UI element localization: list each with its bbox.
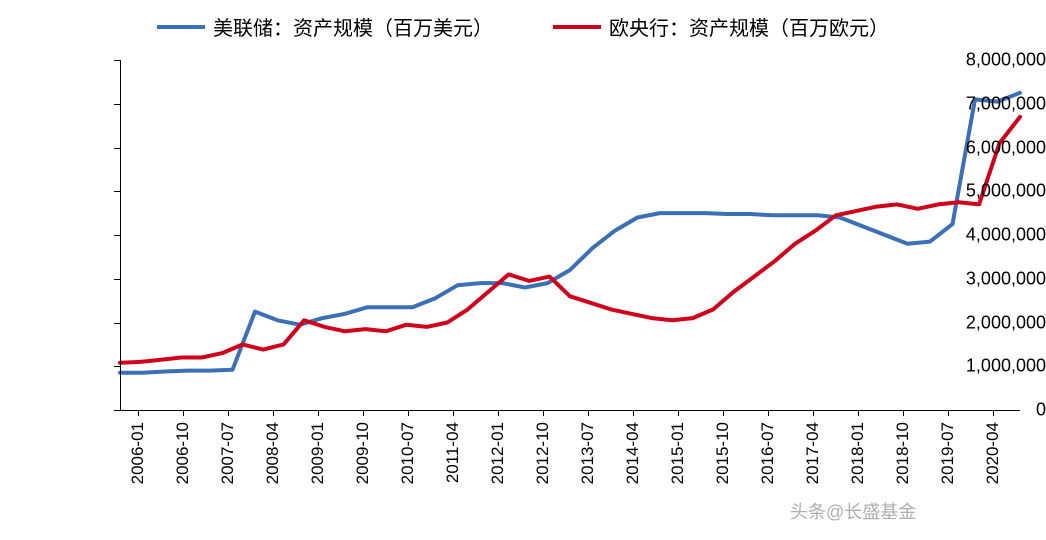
x-tick-label: 2013-07 xyxy=(578,422,598,484)
y-tick-label: 4,000,000 xyxy=(938,225,1046,246)
watermark-text: 头条@长盛基金 xyxy=(790,498,916,524)
x-axis-line xyxy=(120,410,1020,411)
plot-area xyxy=(120,60,1020,410)
x-tick-label: 2006-10 xyxy=(173,422,193,484)
x-tick-label: 2019-07 xyxy=(938,422,958,484)
x-tick-label: 2012-01 xyxy=(488,422,508,484)
legend-swatch-ecb xyxy=(553,25,601,29)
legend-label-ecb: 欧央行：资产规模（百万欧元） xyxy=(609,12,889,41)
x-tick-label: 2014-04 xyxy=(623,422,643,484)
x-tick-label: 2015-01 xyxy=(668,422,688,484)
y-tick-label: 3,000,000 xyxy=(938,268,1046,289)
series-ecb xyxy=(120,117,1020,363)
x-tick-label: 2017-04 xyxy=(803,422,823,484)
x-tick-label: 2016-07 xyxy=(758,422,778,484)
central-bank-assets-chart: 美联储：资产规模（百万美元） 欧央行：资产规模（百万欧元） 01,000,000… xyxy=(0,0,1046,540)
x-tick-label: 2012-10 xyxy=(533,422,553,484)
y-tick-label: 8,000,000 xyxy=(938,50,1046,71)
x-tick-label: 2009-01 xyxy=(308,422,328,484)
x-tick-label: 2015-10 xyxy=(713,422,733,484)
y-tick-label: 2,000,000 xyxy=(938,312,1046,333)
x-tick-label: 2018-10 xyxy=(893,422,913,484)
legend-item-ecb: 欧央行：资产规模（百万欧元） xyxy=(553,12,889,41)
y-tick-label: 1,000,000 xyxy=(938,356,1046,377)
y-axis-line xyxy=(120,60,121,410)
series-fed xyxy=(120,93,1020,373)
y-tick-label: 5,000,000 xyxy=(938,181,1046,202)
y-tick-label: 7,000,000 xyxy=(938,93,1046,114)
x-tick-label: 2020-04 xyxy=(983,422,1003,484)
line-series-svg xyxy=(120,60,1020,410)
legend-swatch-fed xyxy=(157,25,205,29)
x-tick-label: 2011-04 xyxy=(443,422,463,483)
legend-item-fed: 美联储：资产规模（百万美元） xyxy=(157,12,493,41)
x-tick-label: 2018-01 xyxy=(848,422,868,484)
legend-label-fed: 美联储：资产规模（百万美元） xyxy=(213,12,493,41)
x-tick-label: 2009-10 xyxy=(353,422,373,484)
x-tick-label: 2010-07 xyxy=(398,422,418,484)
x-tick-label: 2006-01 xyxy=(128,422,148,484)
x-tick-label: 2008-04 xyxy=(263,422,283,484)
x-tick-label: 2007-07 xyxy=(218,422,238,484)
y-tick-label: 6,000,000 xyxy=(938,137,1046,158)
legend: 美联储：资产规模（百万美元） 欧央行：资产规模（百万欧元） xyxy=(0,12,1046,41)
